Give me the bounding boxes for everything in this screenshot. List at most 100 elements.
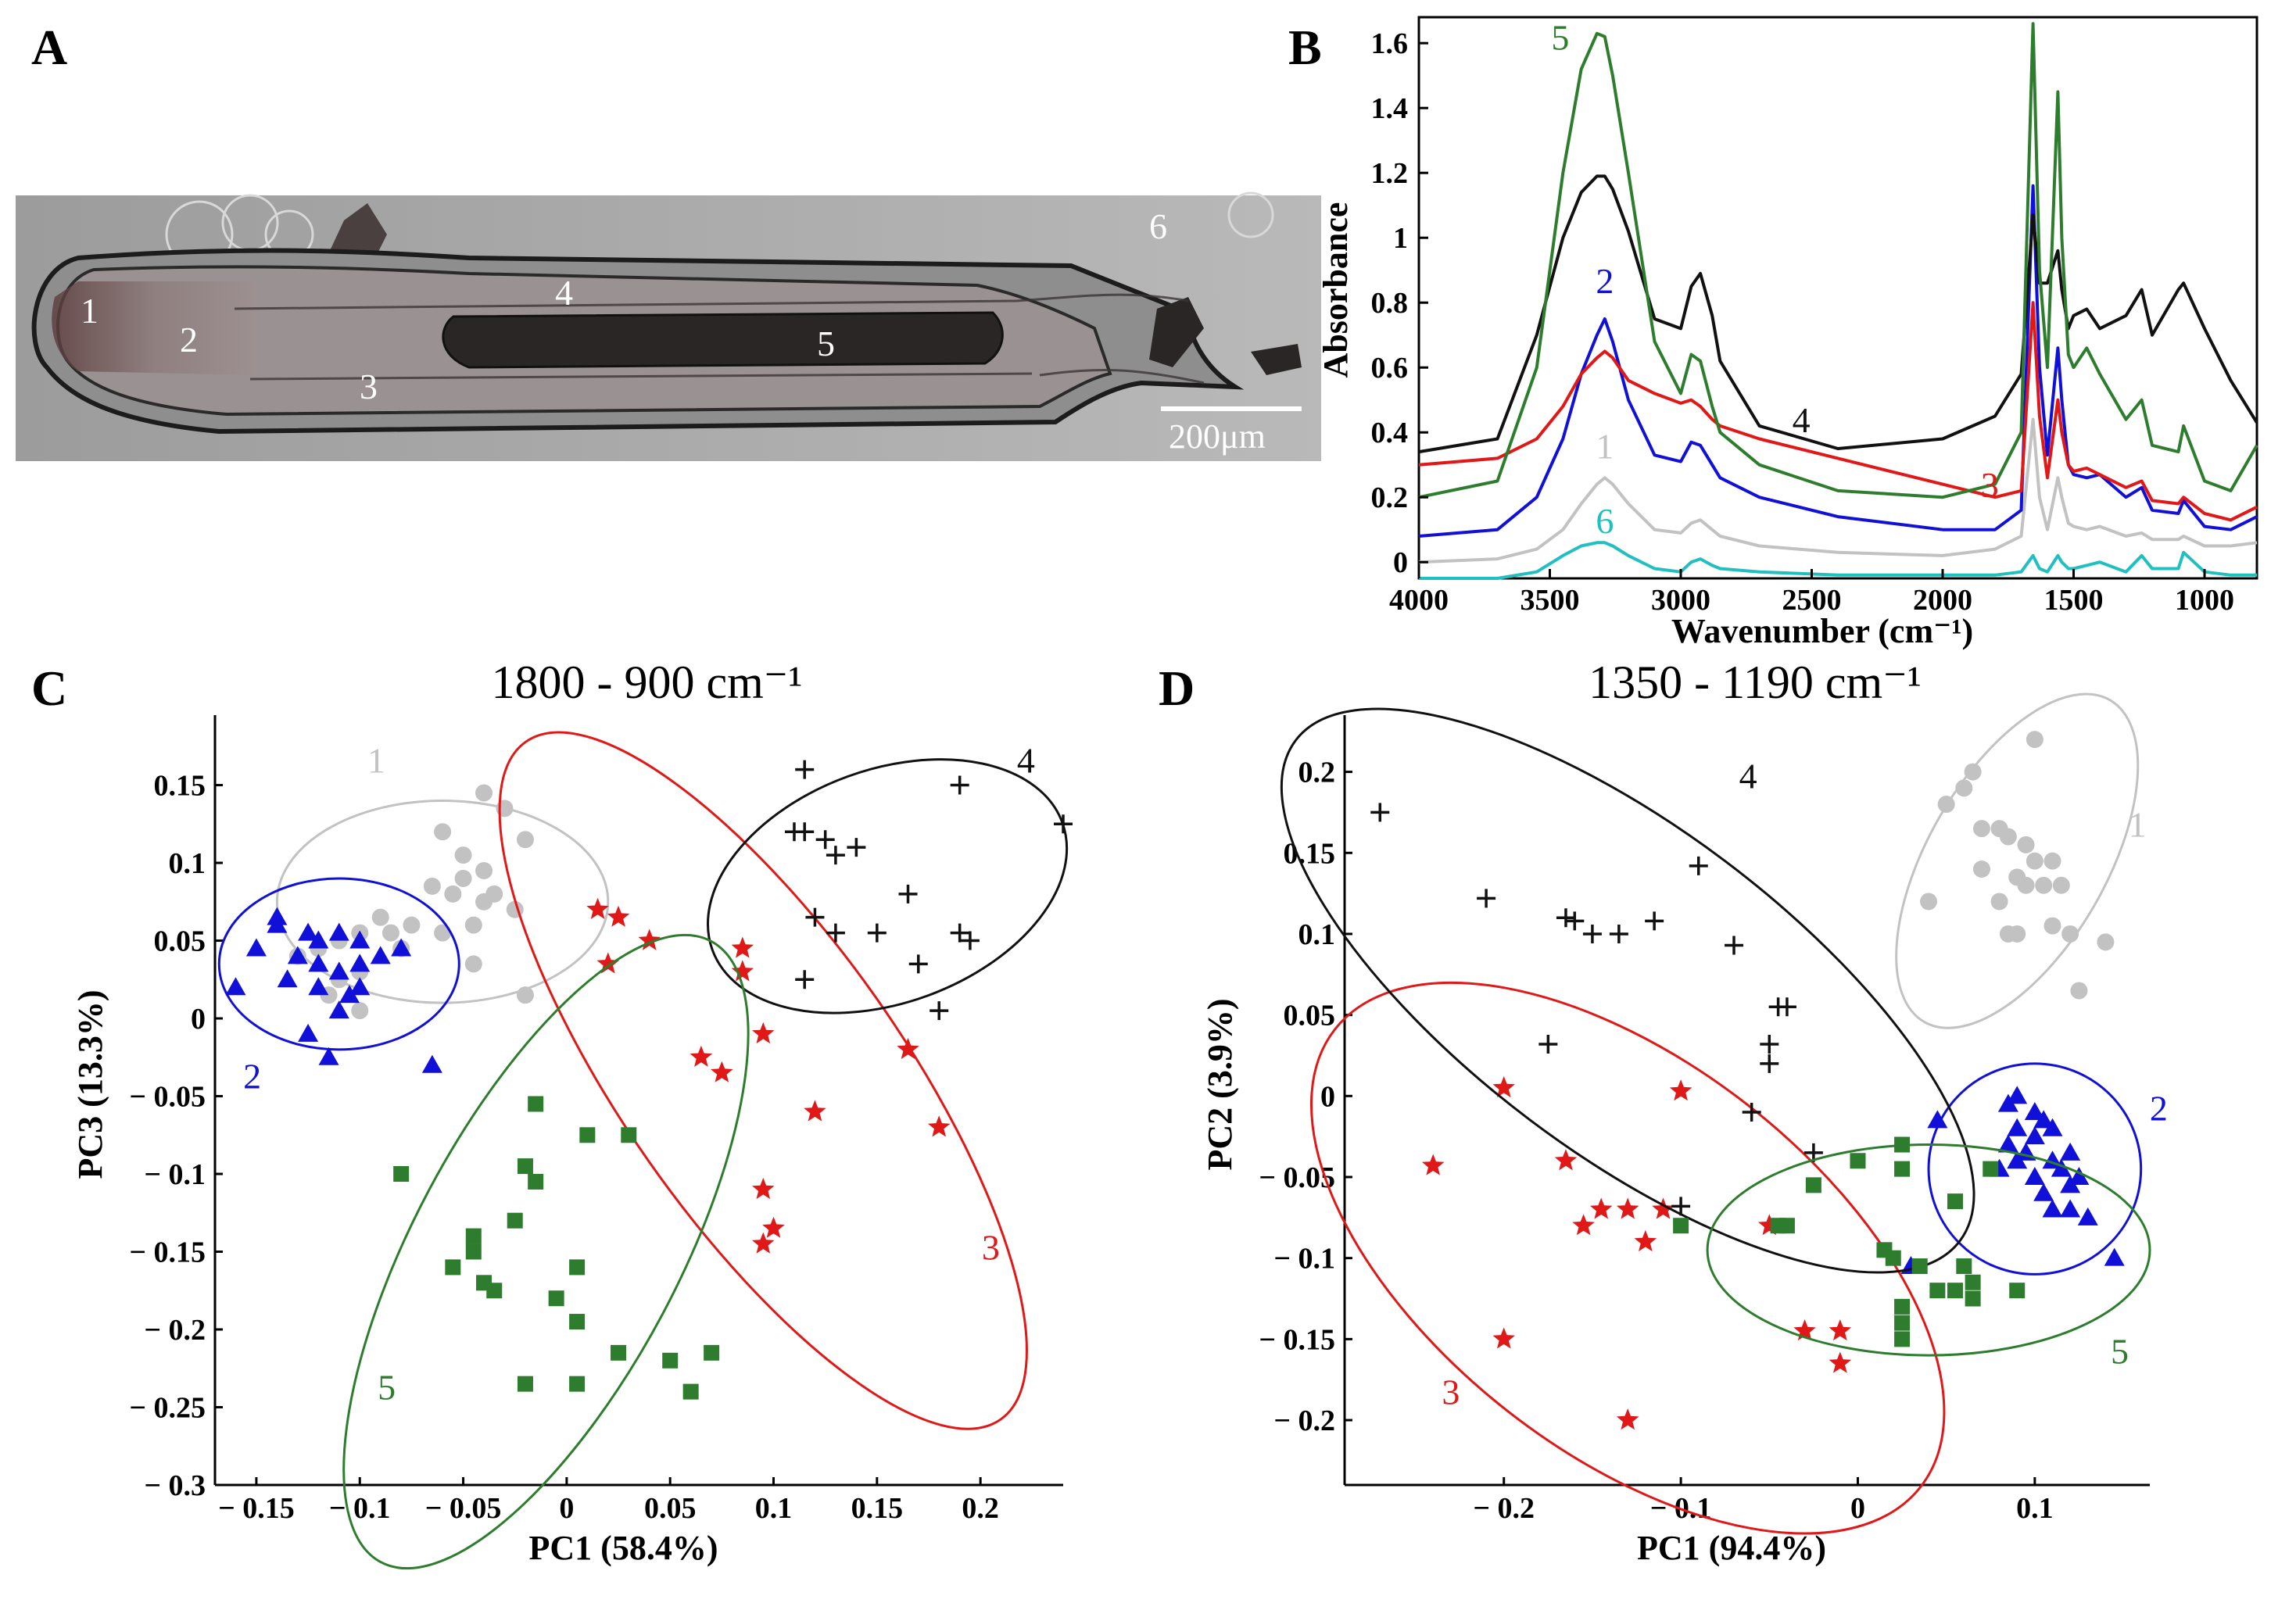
pca-d-point-4 [1477, 889, 1496, 908]
spectrum-line-3 [1418, 301, 2258, 522]
y-tick-label: 0.4 [1371, 417, 1409, 449]
pca-c-point-5 [662, 1352, 679, 1369]
pca-d-point-5 [1885, 1250, 1901, 1266]
pca-c-point-4 [847, 838, 866, 857]
pca-d-point-5 [1673, 1218, 1689, 1234]
pca-d-point-1 [2097, 933, 2115, 951]
pca-c-point-3 [804, 1100, 826, 1122]
pca-c-point-3 [928, 1115, 951, 1137]
pca-c-point-4 [826, 923, 845, 943]
pca-c-point-5 [569, 1376, 586, 1392]
micrograph-tail-1 [1149, 297, 1204, 367]
pca-d-point-3 [1554, 1149, 1578, 1171]
pca-d-point-5 [1965, 1274, 1981, 1290]
pca-c-point-5 [517, 1158, 533, 1175]
pca-d-y-tick-label: 0.05 [1284, 1000, 1336, 1032]
pca-d-point-2 [2024, 1167, 2045, 1185]
x-tick-label: 1500 [2044, 584, 2104, 617]
pca-d-point-2 [2042, 1199, 2063, 1218]
scale-bar-label: 200μm [1169, 417, 1266, 456]
pca-c-point-3 [596, 952, 620, 974]
pca-d-point-4 [1538, 1034, 1558, 1054]
pca-c-point-2 [391, 938, 412, 957]
panel-letter-c: C [31, 660, 67, 716]
pca-c-point-1 [475, 784, 493, 802]
pca-d-y-tick-label: − 0.15 [1259, 1323, 1335, 1356]
pca-d-ellipse-3 [1309, 981, 1946, 1535]
pca-d-point-3 [1634, 1229, 1657, 1252]
pca-c-point-3 [711, 1061, 733, 1082]
pca-c-point-4 [898, 884, 918, 903]
pca-c-point-3 [897, 1037, 919, 1059]
pca-c-point-4 [826, 846, 845, 865]
pca-c-y-tick-label: − 0.3 [144, 1469, 206, 1502]
pca-d-point-5 [1894, 1161, 1911, 1177]
pca-d-point-4 [1609, 924, 1628, 943]
pca-c-point-2 [267, 914, 288, 933]
spectrum-line-5 [1418, 22, 2258, 499]
pca-d-point-1 [2043, 852, 2061, 870]
pca-c-point-2 [308, 930, 329, 949]
pca-c-point-2 [349, 930, 371, 949]
pca-c-x-tick-label: 0.1 [755, 1492, 793, 1525]
pca-d-point-4 [1645, 911, 1664, 931]
pca-d-point-2 [2060, 1142, 2081, 1161]
y-tick-label: 0.8 [1371, 287, 1409, 320]
pca-c-point-4 [950, 775, 969, 795]
pca-c-point-3 [690, 1045, 713, 1067]
pca-d-point-1 [1999, 925, 2017, 943]
pca-c-y-tick-label: 0 [191, 1003, 206, 1036]
pca-d-point-2 [1927, 1110, 1948, 1129]
micrograph-tail-2 [1251, 344, 1302, 375]
pca-d-point-4 [1370, 803, 1390, 822]
pca-c-point-1 [381, 924, 399, 942]
pca-c-point-1 [454, 869, 472, 887]
micrograph-peak [328, 203, 387, 258]
x-tick-label: 3000 [1651, 584, 1710, 617]
pca-c-ellipse-2 [217, 877, 460, 1051]
pca-c-point-2 [421, 1054, 442, 1073]
pca-c-point-5 [548, 1290, 564, 1307]
pca-d-point-5 [1894, 1331, 1911, 1347]
pca-d-point-4 [1689, 856, 1708, 875]
pca-d-point-4 [1671, 1197, 1691, 1216]
spectrum-line-4 [1418, 174, 2258, 454]
pca-d-point-3 [1669, 1079, 1692, 1101]
pca-c-point-1 [423, 877, 441, 895]
y-tick-label: 0.6 [1371, 352, 1409, 385]
micrograph-central-band [442, 311, 1004, 369]
pca-c-x-tick-label: 0.2 [962, 1492, 999, 1525]
pca-d-point-2 [2042, 1118, 2063, 1136]
pca-c-title: 1800 - 900 cm⁻¹ [492, 657, 803, 708]
pca-c-y-axis-title: PC3 (13.3%) [71, 990, 109, 1179]
pca-d-x-tick-label: 0.1 [2016, 1492, 2054, 1525]
pca-c-point-1 [464, 916, 482, 934]
pca-c-point-2 [370, 946, 391, 964]
pca-c-point-2 [277, 969, 298, 988]
pca-d-x-tick-label: − 0.2 [1473, 1492, 1535, 1525]
pca-d-point-4 [1760, 1054, 1779, 1073]
pca-c-y-tick-label: − 0.1 [144, 1158, 206, 1191]
pca-c-point-1 [516, 831, 534, 849]
pca-c-point-3 [731, 960, 754, 982]
pca-c-point-4 [960, 931, 980, 950]
pca-d-point-2 [2069, 1167, 2090, 1185]
micrograph-label-2: 2 [180, 320, 198, 360]
pca-d-point-1 [2070, 982, 2088, 1000]
x-tick-label: 4000 [1389, 584, 1449, 617]
pca-c-point-2 [328, 961, 349, 980]
pca-d-point-3 [1590, 1197, 1613, 1219]
pca-d-point-1 [1972, 861, 1990, 878]
spectra-plot-frame [1417, 16, 2258, 580]
pca-c-point-2 [349, 977, 371, 996]
pca-d-point-4 [1582, 924, 1602, 943]
pca-d-point-4 [1725, 936, 1744, 955]
pca-c-point-2 [328, 1000, 349, 1019]
pca-d-y-tick-label: 0 [1320, 1080, 1335, 1113]
panel-letter-a: A [31, 20, 67, 75]
pca-chart-d: 1350 - 1190 cm⁻¹− 0.2− 0.1 0 0.10.20.150.1… [1201, 657, 2168, 1567]
pca-d-point-1 [1972, 820, 1990, 838]
pca-c-point-1 [403, 916, 421, 934]
pca-d-point-2 [2051, 1158, 2072, 1177]
pca-d-point-1 [1955, 779, 1973, 797]
